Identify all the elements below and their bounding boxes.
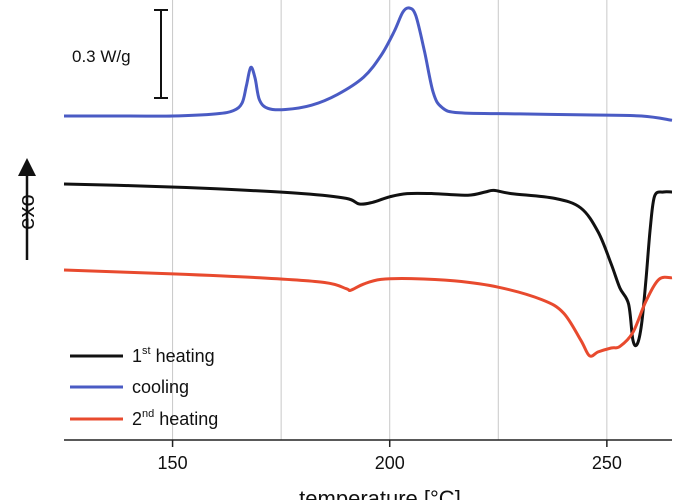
scale-bar: 0.3 W/g: [72, 9, 168, 99]
x-tick-label: 250: [592, 453, 622, 473]
vertical-gridlines: [172, 0, 608, 440]
exo-indicator: exo: [14, 158, 39, 260]
legend-label-cooling: cooling: [132, 377, 189, 397]
x-axis-title: temperature [°C]: [299, 486, 461, 500]
legend: 1st heating cooling 2nd heating: [70, 345, 218, 429]
legend-label-2nd-heating: 2nd heating: [132, 408, 218, 429]
x-axis-ticks: 150 200 250: [158, 440, 622, 473]
series-line-1st-heating: [63, 182, 673, 348]
x-tick-label: 200: [375, 453, 405, 473]
legend-label-1st-heating: 1st heating: [132, 345, 215, 366]
x-tick-label: 150: [158, 453, 188, 473]
plot-lines: [63, 6, 673, 358]
scale-bar-label: 0.3 W/g: [72, 47, 131, 66]
exo-arrow-icon: [18, 158, 36, 176]
y-axis-title: exo: [14, 194, 39, 229]
series-line-cooling: [63, 6, 673, 122]
series-line-2nd-heating: [63, 268, 673, 358]
